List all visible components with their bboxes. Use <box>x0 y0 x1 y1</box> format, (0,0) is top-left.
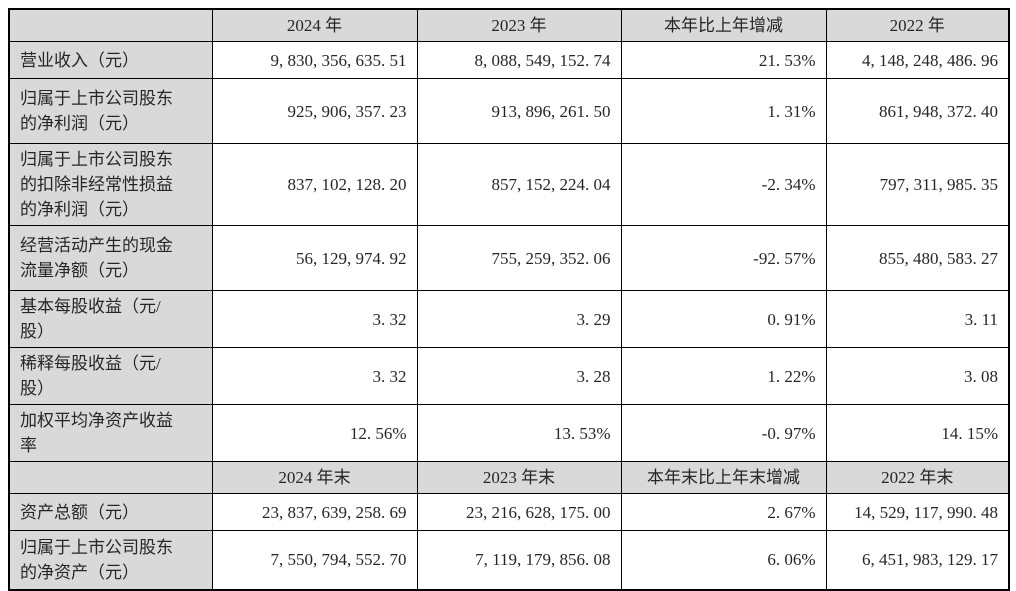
net-assets-2022: 6, 451, 983, 129. 17 <box>825 530 1010 590</box>
diluted-eps-2022: 3. 08 <box>825 347 1010 405</box>
total-assets-2024: 23, 837, 639, 258. 69 <box>211 493 418 531</box>
row-basic-eps: 基本每股收益（元/ 股） 3. 32 3. 29 0. 91% 3. 11 <box>8 290 1010 348</box>
row-label-diluted-eps: 稀释每股收益（元/ 股） <box>8 347 213 405</box>
row-label-basic-eps: 基本每股收益（元/ 股） <box>8 290 213 348</box>
annual-header-2023: 2023 年 <box>416 8 622 42</box>
row-net-profit-excl-nonrecurring: 归属于上市公司股东 的扣除非经常性损益 的净利润（元） 837, 102, 12… <box>8 143 1010 226</box>
row-diluted-eps: 稀释每股收益（元/ 股） 3. 32 3. 28 1. 22% 3. 08 <box>8 347 1010 405</box>
row-label-net-profit-excl-nonrecurring: 归属于上市公司股东 的扣除非经常性损益 的净利润（元） <box>8 143 213 226</box>
row-net-profit: 归属于上市公司股东 的净利润（元） 925, 906, 357. 23 913,… <box>8 78 1010 144</box>
diluted-eps-2024: 3. 32 <box>211 347 418 405</box>
total-assets-2022: 14, 529, 117, 990. 48 <box>825 493 1010 531</box>
row-label-operating-revenue: 营业收入（元） <box>8 41 213 79</box>
annual-header-2022: 2022 年 <box>825 8 1010 42</box>
year-end-header-2023: 2023 年末 <box>416 461 622 494</box>
net-assets-change: 6. 06% <box>620 530 827 590</box>
row-label-net-assets: 归属于上市公司股东 的净资产（元） <box>8 530 213 590</box>
annual-header-row: 2024 年 2023 年 本年比上年增减 2022 年 <box>8 8 1010 42</box>
row-label-total-assets: 资产总额（元） <box>8 493 213 531</box>
basic-eps-change: 0. 91% <box>620 290 827 348</box>
net-profit-change: 1. 31% <box>620 78 827 144</box>
net-profit-2024: 925, 906, 357. 23 <box>211 78 418 144</box>
weighted-avg-roe-change: -0. 97% <box>620 404 827 462</box>
operating-revenue-2023: 8, 088, 549, 152. 74 <box>416 41 622 79</box>
annual-header-2024: 2024 年 <box>211 8 418 42</box>
row-net-assets: 归属于上市公司股东 的净资产（元） 7, 550, 794, 552. 70 7… <box>8 530 1010 590</box>
operating-revenue-2022: 4, 148, 248, 486. 96 <box>825 41 1010 79</box>
row-operating-cash-flow: 经营活动产生的现金 流量净额（元） 56, 129, 974. 92 755, … <box>8 225 1010 291</box>
total-assets-change: 2. 67% <box>620 493 827 531</box>
net-profit-excl-nonrecurring-2024: 837, 102, 128. 20 <box>211 143 418 226</box>
year-end-header-2024: 2024 年末 <box>211 461 418 494</box>
year-end-header-yoy-change: 本年末比上年末增减 <box>620 461 827 494</box>
operating-revenue-2024: 9, 830, 356, 635. 51 <box>211 41 418 79</box>
total-assets-2023: 23, 216, 628, 175. 00 <box>416 493 622 531</box>
operating-cash-flow-2023: 755, 259, 352. 06 <box>416 225 622 291</box>
net-assets-2024: 7, 550, 794, 552. 70 <box>211 530 418 590</box>
year-end-header-2022: 2022 年末 <box>825 461 1010 494</box>
weighted-avg-roe-2023: 13. 53% <box>416 404 622 462</box>
operating-cash-flow-2024: 56, 129, 974. 92 <box>211 225 418 291</box>
net-profit-2022: 861, 948, 372. 40 <box>825 78 1010 144</box>
year-end-header-empty-cell <box>8 461 213 494</box>
basic-eps-2023: 3. 29 <box>416 290 622 348</box>
row-weighted-avg-roe: 加权平均净资产收益 率 12. 56% 13. 53% -0. 97% 14. … <box>8 404 1010 462</box>
net-profit-2023: 913, 896, 261. 50 <box>416 78 622 144</box>
diluted-eps-2023: 3. 28 <box>416 347 622 405</box>
net-assets-2023: 7, 119, 179, 856. 08 <box>416 530 622 590</box>
row-operating-revenue: 营业收入（元） 9, 830, 356, 635. 51 8, 088, 549… <box>8 41 1010 79</box>
net-profit-excl-nonrecurring-2022: 797, 311, 985. 35 <box>825 143 1010 226</box>
year-end-header-row: 2024 年末 2023 年末 本年末比上年末增减 2022 年末 <box>8 461 1010 494</box>
net-profit-excl-nonrecurring-change: -2. 34% <box>620 143 827 226</box>
basic-eps-2022: 3. 11 <box>825 290 1010 348</box>
row-label-weighted-avg-roe: 加权平均净资产收益 率 <box>8 404 213 462</box>
weighted-avg-roe-2022: 14. 15% <box>825 404 1010 462</box>
diluted-eps-change: 1. 22% <box>620 347 827 405</box>
operating-revenue-change: 21. 53% <box>620 41 827 79</box>
weighted-avg-roe-2024: 12. 56% <box>211 404 418 462</box>
operating-cash-flow-2022: 855, 480, 583. 27 <box>825 225 1010 291</box>
basic-eps-2024: 3. 32 <box>211 290 418 348</box>
annual-header-empty-cell <box>8 8 213 42</box>
row-total-assets: 资产总额（元） 23, 837, 639, 258. 69 23, 216, 6… <box>8 493 1010 531</box>
net-profit-excl-nonrecurring-2023: 857, 152, 224. 04 <box>416 143 622 226</box>
row-label-operating-cash-flow: 经营活动产生的现金 流量净额（元） <box>8 225 213 291</box>
operating-cash-flow-change: -92. 57% <box>620 225 827 291</box>
financial-summary-table: 2024 年 2023 年 本年比上年增减 2022 年 营业收入（元） 9, … <box>8 8 1010 591</box>
annual-header-yoy-change: 本年比上年增减 <box>620 8 827 42</box>
row-label-net-profit: 归属于上市公司股东 的净利润（元） <box>8 78 213 144</box>
